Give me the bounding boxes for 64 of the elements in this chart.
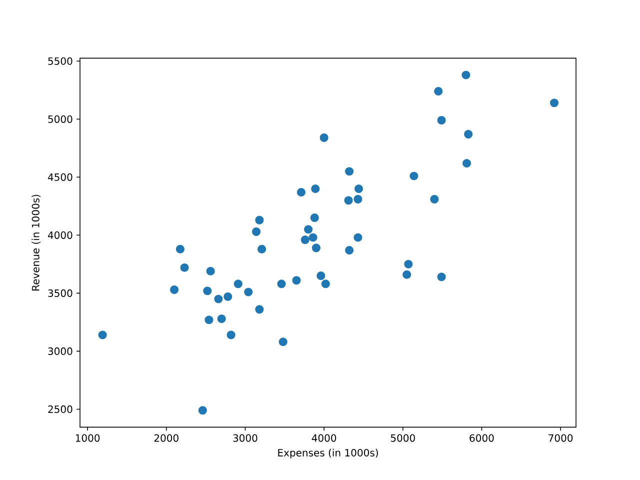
point	[354, 184, 364, 194]
y-tick-label: 4500	[48, 173, 72, 181]
y-tick-label: 3500	[48, 289, 72, 297]
point	[320, 133, 328, 142]
y-tick-label: 3000	[48, 347, 72, 355]
point	[224, 292, 232, 301]
point	[203, 286, 212, 296]
point	[321, 280, 330, 288]
point	[430, 194, 439, 204]
point	[278, 338, 288, 346]
point	[255, 305, 264, 314]
point	[258, 244, 266, 254]
y-tick-label: 2500	[48, 405, 72, 413]
point	[550, 98, 559, 108]
y-axis-title: Revenue (in 1000s)	[32, 194, 41, 290]
point	[354, 233, 362, 242]
point	[198, 406, 207, 415]
point	[252, 227, 261, 236]
point	[345, 246, 354, 255]
point	[204, 316, 214, 324]
point	[462, 158, 472, 168]
point	[304, 225, 313, 234]
point	[206, 266, 215, 276]
point	[98, 330, 107, 340]
point	[464, 130, 473, 138]
y-tick-label: 5500	[48, 57, 72, 65]
y-tick-label: 5000	[48, 115, 72, 123]
point	[180, 263, 189, 272]
point	[234, 280, 242, 288]
point	[310, 213, 319, 222]
point	[300, 236, 310, 244]
x-tick-label: 2000	[154, 434, 178, 442]
point	[214, 294, 223, 304]
x-tick-label: 5000	[390, 434, 415, 442]
point	[255, 216, 264, 224]
point	[434, 87, 443, 96]
y-tick-label: 4000	[48, 231, 72, 239]
point	[226, 330, 236, 340]
point	[308, 233, 318, 242]
point	[277, 280, 286, 288]
x-tick-label: 6000	[470, 434, 494, 442]
point	[292, 276, 301, 285]
point	[217, 314, 226, 323]
point	[344, 196, 353, 205]
point	[345, 167, 354, 176]
point	[170, 285, 179, 294]
x-tick-label: 3000	[233, 434, 258, 442]
point	[410, 172, 418, 180]
point	[437, 272, 446, 282]
point	[311, 184, 320, 194]
point	[176, 244, 184, 254]
point	[354, 194, 362, 204]
point	[402, 270, 412, 279]
x-tick-label: 1000	[76, 434, 100, 442]
x-tick-label: 7000	[548, 434, 573, 442]
point	[296, 188, 306, 196]
x-axis-title: Expenses (in 1000s)	[278, 448, 378, 458]
point	[312, 244, 320, 252]
point	[404, 260, 413, 268]
point	[316, 272, 326, 280]
point	[437, 116, 446, 125]
x-tick-label: 4000	[312, 434, 336, 442]
point	[244, 288, 253, 296]
point	[462, 70, 470, 80]
